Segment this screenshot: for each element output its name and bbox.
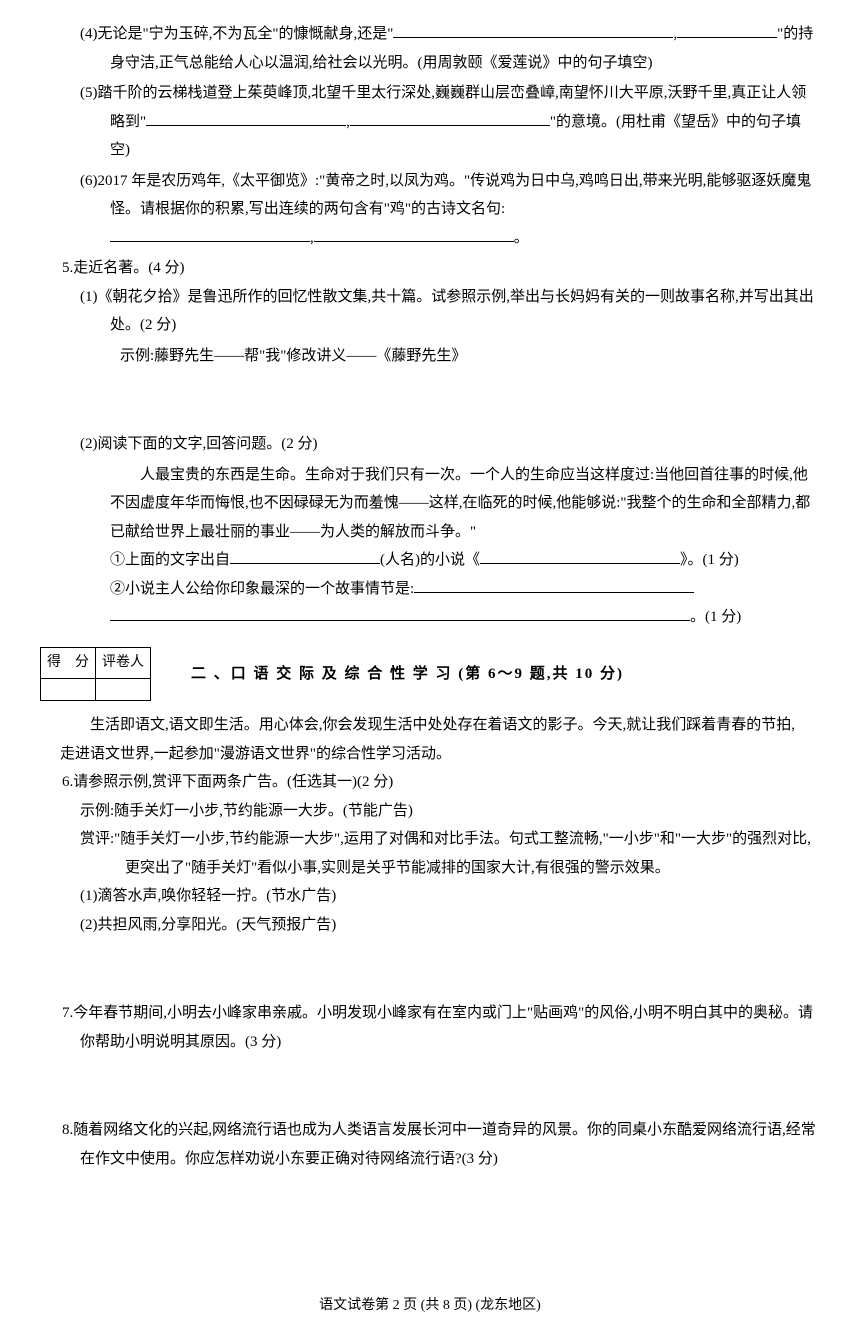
score-table: 得 分 评卷人	[40, 647, 151, 702]
p6-example: 示例:随手关灯一小步,节约能源一大步。(节能广告)	[40, 797, 820, 826]
q6-text-1: (6)2017 年是农历鸡年,《太平御览》:"黄帝之时,以凤为鸡。"传说鸡为日中…	[80, 173, 811, 218]
blank[interactable]	[230, 549, 380, 564]
section-2-title: 二 、口 语 交 际 及 综 合 性 学 习 (第 6～9 题,共 10 分)	[191, 660, 624, 689]
p5-sub2-passage: 人最宝贵的东西是生命。生命对于我们只有一次。一个人的生命应当这样度过:当他回首往…	[40, 461, 820, 547]
p6-review: 赏评:"随手关灯一小步,节约能源一大步",运用了对偶和对比手法。句式工整流畅,"…	[40, 825, 820, 882]
blank[interactable]	[677, 23, 777, 38]
problem-6-title: 6.请参照示例,赏评下面两条广告。(任选其一)(2 分)	[40, 768, 820, 797]
blank[interactable]	[110, 227, 310, 242]
q1-text-c: 》。(1 分)	[680, 552, 739, 568]
page-footer: 语文试卷第 2 页 (共 8 页) (龙东地区)	[40, 1293, 820, 1320]
score-col2: 评卷人	[96, 647, 151, 679]
blank[interactable]	[146, 111, 346, 126]
blank[interactable]	[350, 111, 550, 126]
p5-sub1-line1: (1)《朝花夕拾》是鲁迅所作的回忆性散文集,共十篇。试参照示例,举出与长妈妈有关…	[40, 283, 820, 340]
question-6: (6)2017 年是农历鸡年,《太平御览》:"黄帝之时,以凤为鸡。"传说鸡为日中…	[40, 167, 820, 253]
section-2-intro: 生活即语文,语文即生活。用心体会,你会发现生活中处处存在着语文的影子。今天,就让…	[40, 711, 820, 768]
score-cell[interactable]	[41, 679, 96, 701]
blank-line[interactable]	[110, 606, 690, 621]
question-5: (5)踏千阶的云梯栈道登上茱萸峰顶,北望千里太行深处,巍巍群山层峦叠嶂,南望怀川…	[40, 79, 820, 165]
problem-5-title: 5.走近名著。(4 分)	[40, 254, 820, 283]
blank[interactable]	[480, 549, 680, 564]
question-4: (4)无论是"宁为玉碎,不为瓦全"的慷慨献身,还是","的持身守洁,正气总能给人…	[40, 20, 820, 77]
q1-text-b: (人名)的小说《	[380, 552, 480, 568]
p6-opt2: (2)共担风雨,分享阳光。(天气预报广告)	[40, 911, 820, 940]
p5-sub2-q2: ②小说主人公给你印象最深的一个故事情节是: 。(1 分)	[40, 575, 820, 632]
p5-sub2-title: (2)阅读下面的文字,回答问题。(2 分)	[40, 430, 820, 459]
score-box: 得 分 评卷人	[40, 647, 151, 702]
q4-text-1: (4)无论是"宁为玉碎,不为瓦全"的慷慨献身,还是"	[80, 26, 393, 42]
blank[interactable]	[414, 578, 694, 593]
p5-sub1-example: 示例:藤野先生——帮"我"修改讲义——《藤野先生》	[40, 342, 820, 371]
answer-space[interactable]	[40, 1056, 820, 1116]
answer-space[interactable]	[40, 1173, 820, 1233]
problem-7: 7.今年春节期间,小明去小峰家串亲戚。小明发现小峰家有在室内或门上"贴画鸡"的风…	[40, 999, 820, 1056]
section-2-header: 得 分 评卷人 二 、口 语 交 际 及 综 合 性 学 习 (第 6～9 题,…	[40, 647, 820, 702]
answer-space[interactable]	[40, 939, 820, 999]
p5-sub2-q1: ①上面的文字出自 (人名)的小说《 》。(1 分)	[40, 546, 820, 575]
blank[interactable]	[393, 23, 673, 38]
score-col1: 得 分	[41, 647, 96, 679]
p6-opt1: (1)滴答水声,唤你轻轻一拧。(节水广告)	[40, 882, 820, 911]
q2-text-b: 。(1 分)	[690, 609, 741, 625]
grader-cell[interactable]	[96, 679, 151, 701]
answer-space[interactable]	[40, 370, 820, 430]
q1-text-a: ①上面的文字出自	[110, 552, 230, 568]
q2-text-a: ②小说主人公给你印象最深的一个故事情节是:	[110, 581, 414, 597]
q6-period: 。	[514, 230, 529, 246]
problem-8: 8.随着网络文化的兴起,网络流行语也成为人类语言发展长河中一道奇异的风景。你的同…	[40, 1116, 820, 1173]
blank[interactable]	[314, 227, 514, 242]
